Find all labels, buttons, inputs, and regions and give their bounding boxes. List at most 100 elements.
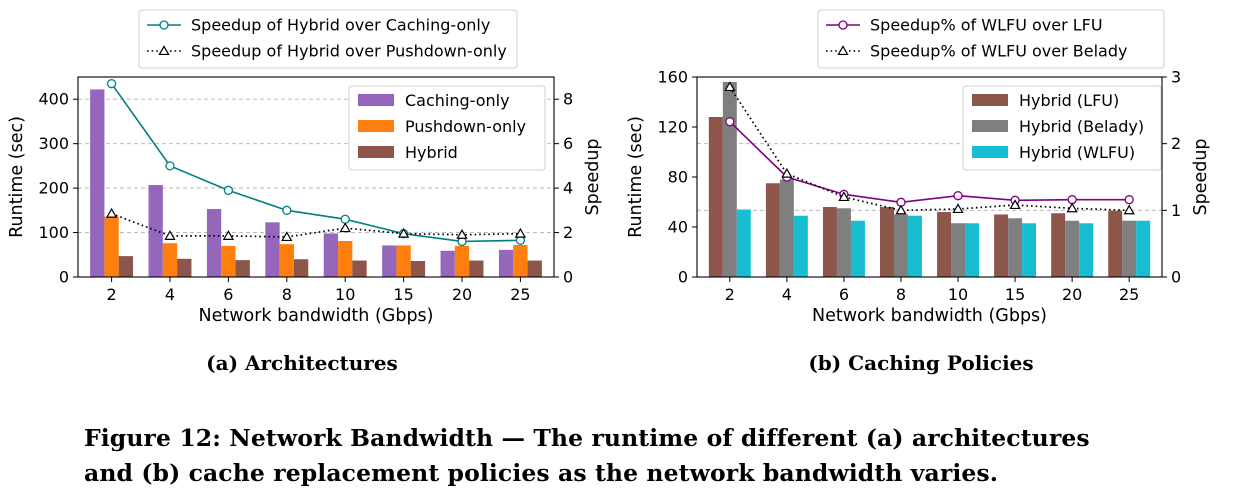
line-1-point-0 <box>724 81 736 92</box>
line-legend-label-1: Speedup% of WLFU over Belady <box>870 42 1127 61</box>
bar-1-0 <box>722 82 737 277</box>
x-tick-label-0: 2 <box>106 285 116 304</box>
line-1-point-7 <box>514 227 527 238</box>
x-tick-label-7: 25 <box>510 285 530 304</box>
bar-1-5 <box>1008 218 1023 277</box>
bar-1-5 <box>396 245 411 277</box>
y-axis-label: Runtime (sec) <box>7 116 27 238</box>
bar-legend-swatch-0 <box>972 94 1008 106</box>
bar-1-1 <box>162 243 178 277</box>
y-tick-label-2: 200 <box>38 179 69 198</box>
bar-0-5 <box>382 245 397 277</box>
bar-legend-label-2: Hybrid (WLFU) <box>1019 143 1135 162</box>
x-tick-label-0: 2 <box>725 285 735 304</box>
x-tick-label-5: 15 <box>393 285 413 304</box>
bar-legend-box <box>962 85 1162 171</box>
bar-1-4 <box>951 223 966 277</box>
bar-1-3 <box>893 214 908 277</box>
line-1-point-7 <box>1123 204 1135 215</box>
bar-2-3 <box>907 215 922 277</box>
line-legend-marker-1 <box>158 45 170 56</box>
bar-1-1 <box>779 179 794 277</box>
y-tick-label-0: 0 <box>678 268 688 287</box>
line-0-point-0 <box>725 117 735 127</box>
bar-legend-label-1: Pushdown-only <box>405 117 526 136</box>
x-tick-label-5: 15 <box>1005 285 1025 304</box>
bar-2-0 <box>118 256 134 277</box>
bar-2-6 <box>469 260 484 277</box>
y2-tick-label-4: 8 <box>563 90 573 109</box>
y-tick-label-4: 400 <box>38 90 69 109</box>
bar-2-5 <box>1022 223 1037 277</box>
x-tick-label-7: 25 <box>1119 285 1139 304</box>
line-0-point-4 <box>953 191 963 201</box>
line-1-point-4 <box>339 222 351 233</box>
bar-0-7 <box>498 249 514 277</box>
y2-tick-label-0: 0 <box>563 268 573 287</box>
bar-0-6 <box>1051 213 1066 277</box>
bar-0-6 <box>440 250 455 277</box>
bar-0-3 <box>880 207 894 277</box>
line-1-point-6 <box>1066 202 1078 213</box>
y-axis-label: Runtime (sec) <box>626 116 646 238</box>
x-axis-label: Network bandwidth (Gbps) <box>812 306 1047 326</box>
x-tick-label-4: 10 <box>948 285 968 304</box>
bar-legend-swatch-2 <box>972 146 1008 158</box>
line-legend-marker-0 <box>838 20 848 30</box>
line-legend-label-0: Speedup% of WLFU over LFU <box>870 16 1103 35</box>
bar-2-7 <box>527 260 542 277</box>
line-legend-box <box>817 9 1165 69</box>
y-tick-label-1: 40 <box>668 218 688 237</box>
subcaption: (b) Caching Policies <box>808 351 1033 375</box>
line-0 <box>110 83 521 243</box>
bar-1-2 <box>221 245 236 277</box>
bar-1-2 <box>836 208 851 277</box>
bar-1-6 <box>454 245 470 277</box>
bar-legend-swatch-1 <box>358 120 394 132</box>
y2-tick-label-3: 3 <box>1171 68 1181 87</box>
bar-0-3 <box>265 222 280 277</box>
bar-2-7 <box>1136 220 1151 277</box>
bar-2-2 <box>235 260 250 277</box>
x-tick-label-2: 6 <box>839 285 849 304</box>
line-0-point-4 <box>340 214 350 224</box>
line-1-point-3 <box>281 231 293 242</box>
bar-0-7 <box>1108 210 1123 277</box>
bar-1-0 <box>104 216 119 277</box>
bar-2-5 <box>410 261 426 277</box>
bar-1-7 <box>1122 220 1137 277</box>
bar-1-4 <box>338 241 353 277</box>
line-legend-label-0: Speedup of Hybrid over Caching-only <box>191 16 490 35</box>
x-axis-label: Network bandwidth (Gbps) <box>198 306 433 326</box>
line-1-point-3 <box>895 204 907 215</box>
line-legend-marker-1 <box>837 45 849 56</box>
bar-0-0 <box>708 117 723 277</box>
bar-1-3 <box>279 244 294 277</box>
x-tick-label-3: 8 <box>896 285 906 304</box>
line-legend-box <box>138 9 518 69</box>
line-1-point-1 <box>164 230 176 240</box>
line-1-point-4 <box>952 203 964 214</box>
bar-1-7 <box>513 245 528 277</box>
y-tick-label-0: 0 <box>59 268 69 287</box>
y2-tick-label-0: 0 <box>1171 268 1181 287</box>
y-tick-label-2: 80 <box>668 168 688 187</box>
figure-caption-line-2: and (b) cache replacement policies as th… <box>84 459 999 487</box>
bar-legend-label-0: Hybrid (LFU) <box>1019 91 1119 110</box>
x-tick-label-1: 4 <box>165 285 175 304</box>
bar-legend-label-1: Hybrid (Belady) <box>1019 117 1144 136</box>
bar-legend-swatch-1 <box>972 120 1008 132</box>
line-0 <box>729 121 1130 204</box>
bar-0-2 <box>822 207 837 277</box>
chart-panel-1: 0 100 200 300 400 0 2 4 6 8 2 4 6 8 10 15 20 25 Network ba… <box>7 9 603 375</box>
y2-axis-label: Speedup <box>583 138 603 215</box>
y-tick-label-1: 100 <box>38 223 69 242</box>
bar-0-2 <box>206 209 222 277</box>
x-tick-label-1: 4 <box>782 285 792 304</box>
line-0-point-2 <box>223 185 234 195</box>
bar-2-1 <box>793 215 808 277</box>
bar-1-6 <box>1065 220 1080 277</box>
bar-legend-swatch-2 <box>358 146 394 158</box>
y-tick-label-3: 120 <box>657 118 688 137</box>
